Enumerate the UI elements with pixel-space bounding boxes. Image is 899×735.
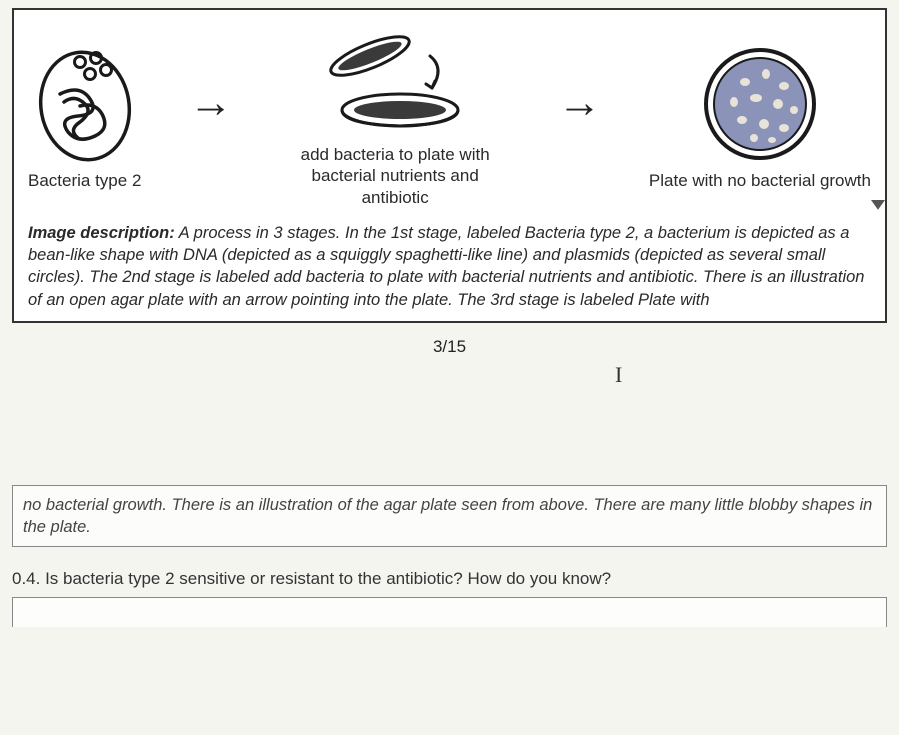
page-number: 3/15: [12, 337, 887, 357]
diagram-container: Bacteria type 2 → add bacteria to plate …: [12, 8, 887, 323]
text-cursor-icon: I: [615, 362, 622, 388]
image-description-lede: Image description:: [28, 224, 175, 242]
dropdown-marker-icon[interactable]: [871, 200, 885, 214]
arrow-icon: →: [189, 81, 233, 155]
arrow-icon: →: [558, 81, 602, 155]
stage-1-label: Bacteria type 2: [28, 170, 141, 191]
open-plate-icon: [310, 28, 480, 138]
bacterium-icon: [30, 44, 140, 164]
answer-input[interactable]: [12, 597, 887, 627]
stage-2: add bacteria to plate with bacterial nut…: [280, 28, 510, 208]
stages-row: Bacteria type 2 → add bacteria to plate …: [28, 28, 871, 208]
image-description: Image description: A process in 3 stages…: [28, 222, 871, 311]
stage-1: Bacteria type 2: [28, 44, 141, 191]
spacer: [12, 365, 887, 485]
description-continuation: no bacterial growth. There is an illustr…: [12, 485, 887, 548]
stage-3: Plate with no bacterial growth: [649, 44, 871, 191]
question-0-4: 0.4. Is bacteria type 2 sensitive or res…: [12, 569, 887, 589]
stage-3-label: Plate with no bacterial growth: [649, 170, 871, 191]
stage-2-label: add bacteria to plate with bacterial nut…: [280, 144, 510, 208]
plate-top-icon: [700, 44, 820, 164]
